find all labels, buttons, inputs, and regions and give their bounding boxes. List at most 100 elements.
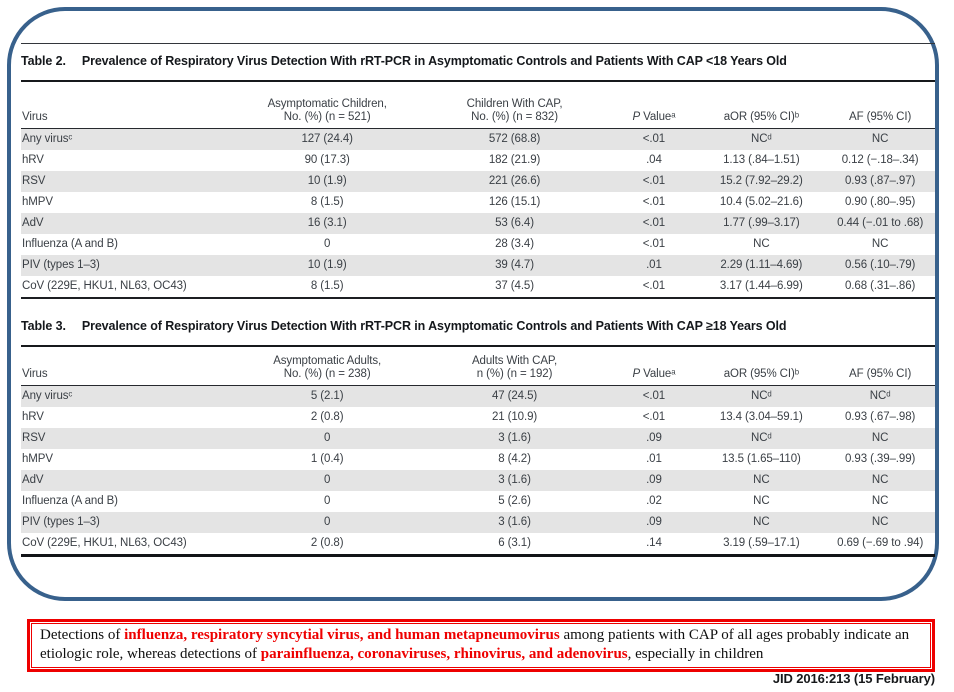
table-cell: 10.4 (5.02–21.6) [719, 196, 803, 208]
table-cell: RSV [22, 175, 46, 187]
table-cell: NC [753, 516, 770, 528]
table-3-label: Table 3. [21, 319, 66, 333]
table-3-header: Virus Asymptomatic Adults, No. (%) (n = … [21, 347, 935, 385]
table-cell: hRV [22, 411, 44, 423]
table-cell: 0 [324, 432, 331, 444]
table-row: hMPV 8 (1.5) 126 (15.1) <.01 10.4 (5.02–21.6… [21, 192, 935, 213]
table-cell: NCᵈ [750, 390, 772, 402]
table-cell: 0 [324, 495, 331, 507]
table-cell: NCᵈ [750, 133, 772, 145]
table-cell: 221 (26.6) [488, 175, 541, 187]
table-cell: 0.93 (.87–.97) [845, 175, 916, 187]
table-cell: CoV (229E, HKU1, NL63, OC43) [22, 537, 187, 549]
table-cell: NC [871, 516, 889, 528]
table-cell: 28 (3.4) [495, 238, 534, 250]
table-cell: 53 (6.4) [495, 217, 534, 229]
table-cell: 3.17 (1.44–6.99) [719, 280, 803, 292]
table-2-label: Table 2. [21, 54, 66, 68]
table-cell: 2 (0.8) [310, 411, 344, 423]
table-cell: 1 (0.4) [310, 453, 344, 465]
table-cell: .09 [646, 432, 662, 444]
column-header-pvalue: P Valueᵃ [632, 111, 676, 123]
table-cell: 3.19 (.59–17.1) [723, 537, 800, 549]
table-cell: <.01 [642, 217, 666, 229]
callout-segment: , especially in children [627, 645, 764, 662]
table-2-body: Any virusᶜ 127 (24.4) 572 (68.8) <.01 NCᵈ NC h… [21, 129, 935, 297]
column-header-aor: aOR (95% CI)ᵇ [723, 368, 799, 380]
table-cell: Influenza (A and B) [22, 238, 118, 250]
table-cell: <.01 [642, 411, 666, 423]
divider [21, 128, 935, 129]
table-cell: 10 (1.9) [307, 259, 347, 271]
table-3-title: Table 3. Prevalence of Respiratory Virus … [21, 309, 935, 345]
table-row: RSV 0 3 (1.6) .09 NCᵈ NC [21, 428, 935, 449]
table-cell: NC [753, 495, 770, 507]
table-cell: 0 [324, 474, 331, 486]
table-cell: 15.2 (7.92–29.2) [719, 175, 803, 187]
table-cell: <.01 [642, 280, 666, 292]
callout-segment: among patients with CAP of all ages prob… [40, 627, 910, 662]
table-cell: 0.93 (.67–.98) [845, 411, 916, 423]
column-header-virus: Virus [22, 368, 48, 380]
table-cell: NC [871, 474, 889, 486]
divider [21, 80, 935, 82]
table-cell: .01 [646, 453, 662, 465]
table-cell: <.01 [642, 133, 666, 145]
table-cell: 1.13 (.84–1.51) [723, 154, 800, 166]
citation: JID 2016:213 (15 February) [772, 671, 935, 686]
table-cell: 0.93 (.39–.99) [845, 453, 916, 465]
table-2: Table 2. Prevalence of Respiratory Virus … [21, 43, 935, 299]
table-row: AdV 0 3 (1.6) .09 NC NC [21, 470, 935, 491]
table-cell: 8 (1.5) [310, 196, 344, 208]
table-cell: NC [753, 474, 770, 486]
journal-excerpt: Table 2. Prevalence of Respiratory Virus … [21, 40, 935, 557]
table-cell: <.01 [642, 238, 666, 250]
table-cell: 0 [324, 516, 331, 528]
table-cell: Any virusᶜ [22, 390, 73, 402]
table-3-body: Any virusᶜ 5 (2.1) 47 (24.5) <.01 NCᵈ NCᵈ hRV 2… [21, 386, 935, 554]
table-cell: 47 (24.5) [491, 390, 538, 402]
table-cell: CoV (229E, HKU1, NL63, OC43) [22, 280, 187, 292]
table-row: RSV 10 (1.9) 221 (26.6) <.01 15.2 (7.92–29.2… [21, 171, 935, 192]
column-header-af: AF (95% CI) [849, 111, 912, 123]
table-cell: 126 (15.1) [488, 196, 541, 208]
table-cell: 13.4 (3.04–59.1) [719, 411, 803, 423]
table-3: Table 3. Prevalence of Respiratory Virus … [21, 309, 935, 557]
column-header-pvalue: P Valueᵃ [632, 368, 676, 380]
table-cell: 8 (4.2) [498, 453, 531, 465]
table-cell: 3 (1.6) [498, 516, 531, 528]
table-cell: 1.77 (.99–3.17) [723, 217, 800, 229]
table-cell: PIV (types 1–3) [22, 259, 100, 271]
table-cell: 13.5 (1.65–110) [721, 453, 801, 465]
table-cell: 8 (1.5) [310, 280, 344, 292]
table-cell: NCᵈ [869, 390, 891, 402]
table-cell: AdV [22, 474, 44, 486]
table-row: PIV (types 1–3) 10 (1.9) 39 (4.7) .01 2.29 (… [21, 255, 935, 276]
table-cell: 2 (0.8) [310, 537, 344, 549]
table-cell: hMPV [22, 453, 53, 465]
table-cell: 2.29 (1.11–4.69) [720, 259, 803, 271]
table-cell: 90 (17.3) [304, 154, 350, 166]
table-cell: .09 [646, 516, 662, 528]
column-header-aor: aOR (95% CI)ᵇ [723, 111, 799, 123]
table-cell: 182 (21.9) [488, 154, 541, 166]
table-3-title-text: Prevalence of Respiratory Virus Detectio… [81, 319, 787, 333]
table-cell: <.01 [642, 175, 666, 187]
table-row: AdV 16 (3.1) 53 (6.4) <.01 1.77 (.99–3.17) 0.… [21, 213, 935, 234]
summary-callout-text: Detections of influenza, respiratory syn… [31, 623, 931, 668]
column-header-af: AF (95% CI) [849, 368, 912, 380]
table-cell: NC [871, 238, 889, 250]
table-cell: 0.44 (−.01 to .68) [837, 217, 924, 229]
table-cell: .14 [646, 537, 662, 549]
table-cell: hRV [22, 154, 44, 166]
table-2-title-text: Prevalence of Respiratory Virus Detectio… [81, 54, 787, 68]
table-cell: AdV [22, 217, 44, 229]
callout-segment-highlight: influenza, respiratory syncytial virus, … [124, 627, 560, 643]
table-cell: NC [753, 238, 770, 250]
table-cell: .01 [646, 259, 662, 271]
column-header-cap: Children With CAP, No. (%) (n = 832) [466, 98, 563, 123]
table-cell: NC [871, 495, 889, 507]
divider [21, 345, 935, 347]
table-cell: <.01 [642, 390, 666, 402]
table-cell: NCᵈ [750, 432, 772, 444]
